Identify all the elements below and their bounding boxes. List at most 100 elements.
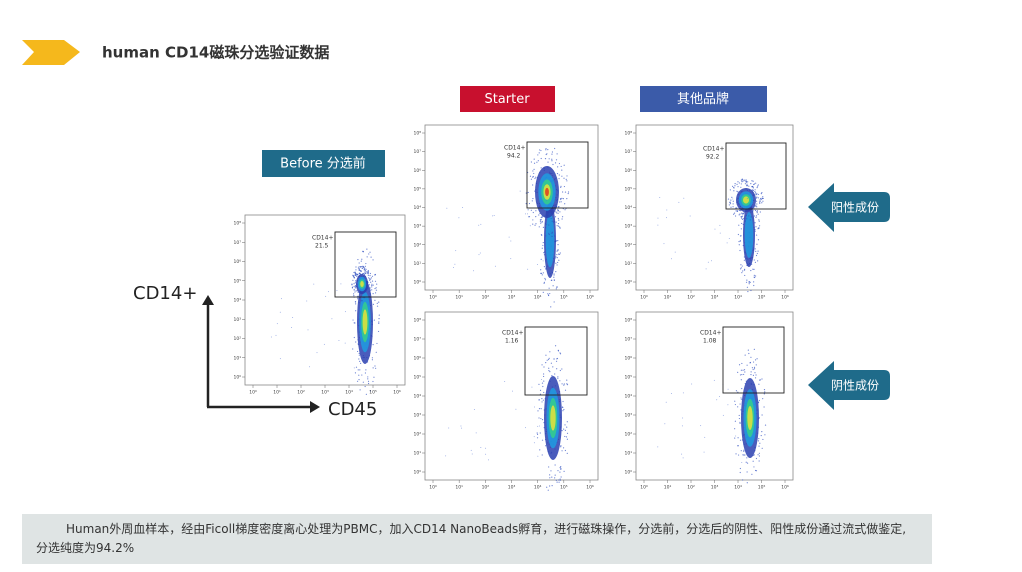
event-dot — [754, 359, 757, 361]
event-dot — [559, 253, 561, 256]
event-dot — [492, 215, 494, 217]
event-dot — [737, 233, 740, 236]
event-dot — [460, 425, 462, 427]
event-dot — [541, 220, 543, 223]
event-dot — [745, 181, 747, 183]
event-dot — [378, 301, 380, 303]
event-dot — [737, 191, 739, 193]
event-dot — [729, 201, 731, 203]
event-dot — [756, 252, 758, 255]
event-dot — [738, 414, 740, 417]
event-dot — [743, 180, 745, 182]
y-tick-label: 10⁷ — [413, 337, 421, 343]
x-tick-label: 10¹ — [664, 295, 672, 301]
event-dot — [336, 289, 338, 291]
event-dot — [755, 192, 757, 194]
event-dot — [559, 380, 561, 382]
event-dot — [352, 348, 354, 350]
event-dot — [566, 180, 568, 182]
event-dot — [756, 358, 758, 360]
event-dot — [561, 216, 564, 218]
event-dot — [368, 278, 371, 280]
event-dot — [556, 172, 559, 175]
event-dot — [761, 192, 763, 194]
event-dot — [541, 419, 544, 421]
event-dot — [551, 158, 553, 160]
event-dot — [554, 373, 556, 375]
event-dot — [737, 181, 739, 183]
event-dot — [368, 277, 370, 279]
event-dot — [358, 352, 360, 355]
event-dot — [532, 170, 534, 172]
event-dot — [372, 284, 374, 286]
event-dot — [757, 228, 759, 230]
event-dot — [548, 287, 550, 289]
event-dot — [755, 250, 757, 253]
event-dot — [562, 410, 564, 412]
event-dot — [356, 274, 359, 276]
event-dot — [356, 290, 358, 292]
event-dot — [352, 293, 355, 295]
event-dot — [541, 274, 543, 276]
event-dot — [528, 202, 531, 205]
event-dot — [556, 254, 558, 256]
event-dot — [551, 151, 554, 153]
event-dot — [730, 199, 732, 201]
event-dot — [755, 205, 757, 207]
event-dot — [743, 373, 745, 376]
event-dot — [353, 289, 355, 291]
event-dot — [557, 222, 560, 225]
event-dot — [764, 391, 766, 393]
event-dot — [754, 275, 757, 277]
event-dot — [534, 406, 536, 408]
event-dot — [741, 213, 743, 215]
event-dot — [538, 407, 541, 410]
event-dot — [551, 232, 553, 234]
event-dot — [563, 383, 565, 385]
x-tick-label: 10⁵ — [560, 295, 568, 301]
event-dot — [372, 380, 374, 383]
event-dot — [752, 460, 754, 462]
y-tick-label: 10⁷ — [624, 337, 632, 343]
y-tick-label: 10⁰ — [624, 280, 632, 286]
event-dot — [551, 153, 553, 155]
event-dot — [376, 342, 378, 345]
event-dot — [758, 401, 760, 403]
event-dot — [358, 374, 360, 376]
event-dot — [553, 279, 555, 281]
event-dot — [551, 235, 553, 238]
event-dot — [360, 270, 362, 272]
event-dot — [533, 436, 535, 438]
event-dot — [557, 209, 559, 212]
event-dot — [544, 279, 547, 281]
event-dot — [550, 470, 552, 472]
event-dot — [758, 455, 761, 457]
event-dot — [377, 330, 380, 333]
event-dot — [370, 256, 372, 258]
event-dot — [313, 283, 315, 285]
event-dot — [758, 452, 760, 454]
event-dot — [536, 433, 539, 435]
event-dot — [755, 470, 758, 472]
event-dot — [532, 176, 534, 178]
event-dot — [549, 477, 551, 479]
event-dot — [761, 378, 763, 380]
event-dot — [733, 190, 735, 192]
event-dot — [739, 422, 741, 424]
event-dot — [755, 364, 757, 366]
y-tick-label: 10² — [413, 432, 421, 438]
event-dot — [741, 216, 743, 218]
event-dot — [758, 220, 760, 222]
event-dot — [749, 219, 751, 221]
event-dot — [353, 283, 355, 285]
event-dot — [752, 368, 754, 371]
event-dot — [758, 219, 760, 221]
event-dot — [549, 292, 551, 295]
y-tick-label: 10⁵ — [413, 375, 421, 381]
event-dot — [759, 379, 761, 381]
event-dot — [559, 211, 561, 213]
event-dot — [538, 226, 540, 228]
event-dot — [375, 367, 377, 369]
event-dot — [759, 211, 761, 213]
event-dot — [536, 263, 538, 265]
